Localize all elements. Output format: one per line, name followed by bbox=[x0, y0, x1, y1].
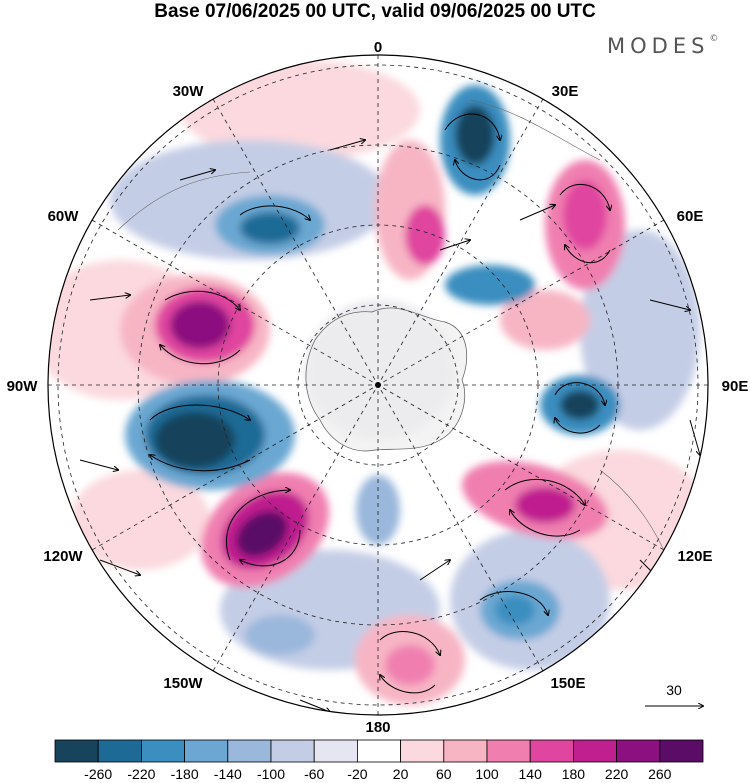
colorbar-swatch bbox=[54, 739, 99, 763]
anomaly-field bbox=[48, 55, 708, 715]
pole-marker bbox=[375, 382, 381, 388]
colorbar-tick-label: 260 bbox=[648, 766, 672, 782]
lon-label-90w: 90W bbox=[7, 378, 39, 395]
colorbar-swatch bbox=[616, 739, 661, 763]
colorbar-swatch bbox=[140, 739, 185, 763]
reference-vector-label: 30 bbox=[666, 682, 682, 698]
colorbar-tick-label: 220 bbox=[605, 766, 629, 782]
map-title: Base 07/06/2025 00 UTC, valid 09/06/2025… bbox=[154, 1, 596, 22]
colorbar-swatch bbox=[97, 739, 142, 763]
colorbar-swatch bbox=[356, 739, 401, 763]
colorbar-swatch bbox=[443, 739, 488, 763]
colorbar-swatch bbox=[400, 739, 445, 763]
lon-label-60w: 60W bbox=[48, 208, 80, 225]
lon-label-180: 180 bbox=[365, 719, 390, 736]
colorbar-swatch bbox=[573, 739, 618, 763]
wind-vectors bbox=[79, 113, 700, 712]
map-border bbox=[47, 54, 709, 716]
colorbar-tick-label: 20 bbox=[393, 766, 409, 782]
colorbar-swatch bbox=[184, 739, 229, 763]
lon-label-150w: 150W bbox=[163, 675, 203, 692]
lon-label-90e: 90E bbox=[722, 378, 749, 395]
colorbar-tick-label: -60 bbox=[304, 766, 324, 782]
lon-label-120w: 120W bbox=[43, 548, 83, 565]
lon-label-120e: 120E bbox=[677, 548, 712, 565]
colorbar-tick-label: -180 bbox=[171, 766, 199, 782]
colorbar-tick-label: 140 bbox=[519, 766, 543, 782]
colorbar-tick-label: 60 bbox=[436, 766, 452, 782]
colorbar-tick-label: -220 bbox=[127, 766, 155, 782]
colorbar-tick-label: 180 bbox=[562, 766, 586, 782]
lon-label-30e: 30E bbox=[552, 83, 579, 100]
lon-label-150e: 150E bbox=[550, 675, 585, 692]
colorbar-swatch bbox=[529, 739, 574, 763]
colorbar-tick-label: -20 bbox=[347, 766, 367, 782]
colorbar-swatch bbox=[659, 739, 704, 763]
colorbar-swatch bbox=[227, 739, 272, 763]
antarctica-outline bbox=[305, 307, 468, 452]
lon-label-60e: 60E bbox=[677, 208, 704, 225]
colorbar-swatch bbox=[486, 739, 531, 763]
colorbar: -260 -220 -180 -140 -100 -60 -20 20 60 100 140 180 2… bbox=[54, 739, 704, 782]
lon-label-30w: 30W bbox=[173, 83, 205, 100]
lon-label-0: 0 bbox=[374, 39, 382, 56]
brand-logo: MODES© bbox=[607, 34, 719, 58]
colorbar-tick-label: 100 bbox=[475, 766, 499, 782]
colorbar-tick-label: -100 bbox=[257, 766, 285, 782]
colorbar-tick-label: -140 bbox=[214, 766, 242, 782]
colorbar-tick-label: -260 bbox=[84, 766, 112, 782]
colorbar-swatch bbox=[313, 739, 358, 763]
colorbar-swatch bbox=[270, 739, 315, 763]
